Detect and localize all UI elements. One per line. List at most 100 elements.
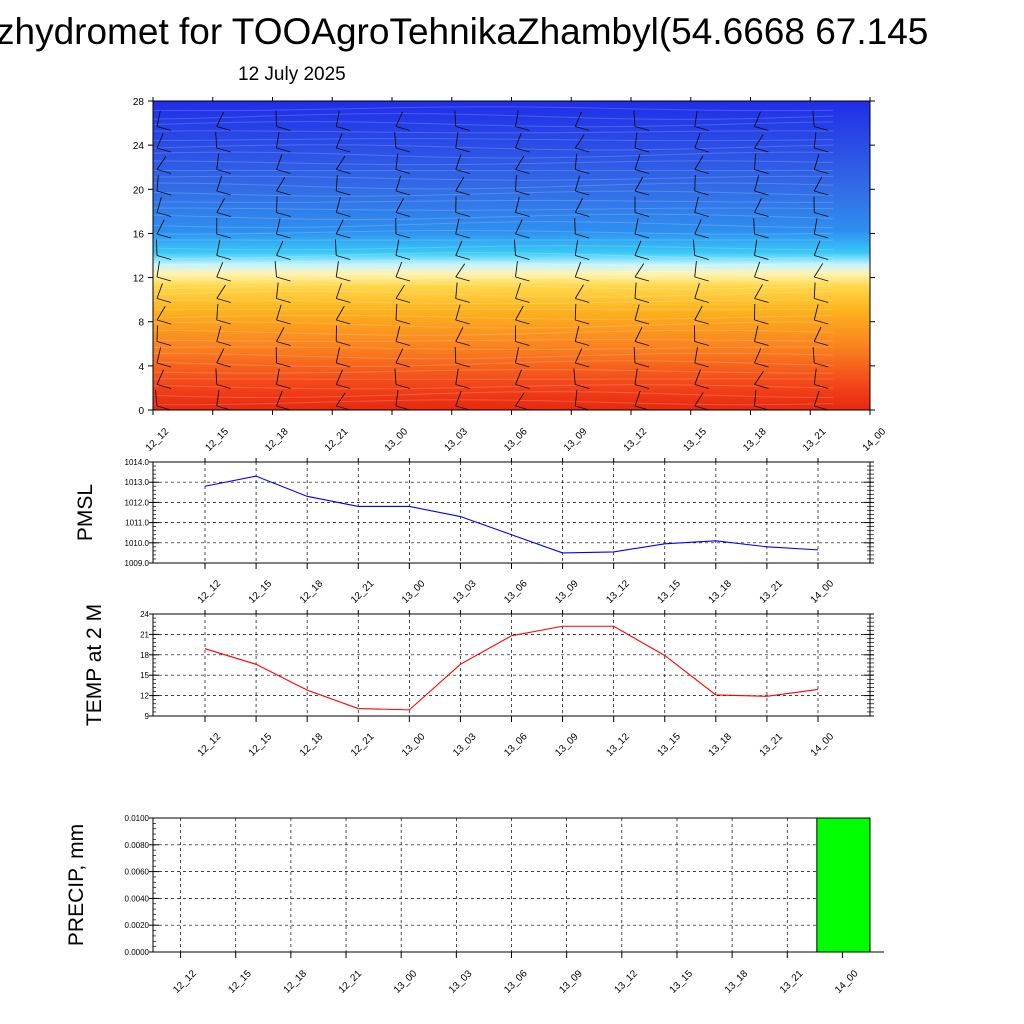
wind-barb (395, 303, 398, 321)
wind-barb-flag (575, 147, 590, 153)
wind-barb-flag (694, 190, 709, 196)
contour-line (152, 352, 834, 360)
y-tick-label: 12 (140, 692, 149, 701)
panel-frame (152, 461, 871, 564)
wind-barb (156, 155, 167, 170)
wind-barb (276, 218, 281, 235)
x-tick-label: 12_12 (196, 731, 224, 759)
wind-barb-flag (694, 319, 709, 325)
wind-barb-flag (754, 384, 769, 389)
wind-barb-flag (634, 190, 650, 196)
wind-barb-flag (515, 319, 530, 325)
wind-barb (515, 110, 519, 127)
y-tick-label: 0.0000 (125, 948, 150, 957)
wind-barb (216, 153, 220, 170)
wind-barb-flag (156, 298, 172, 303)
wind-barb (515, 219, 523, 235)
wind-barb (335, 305, 345, 321)
wind-barb-flag (276, 276, 291, 282)
wind-barb-flag (575, 298, 590, 303)
wind-barb (574, 390, 578, 407)
wind-barb (455, 368, 459, 385)
wind-barb-flag (455, 362, 470, 368)
wind-barb-flag (694, 384, 709, 389)
x-tick-label: 13_15 (681, 426, 709, 454)
x-tick-label: 13_21 (778, 968, 806, 996)
wind-barb (515, 283, 521, 299)
series-line (204, 625, 819, 711)
wind-barb-flag (395, 126, 411, 131)
wind-barb-flag (276, 405, 291, 411)
wind-barb-flag (814, 190, 829, 196)
wind-barb-flag (455, 405, 470, 411)
wind-barb (694, 283, 700, 299)
wind-barb-flag (814, 362, 829, 368)
x-tick-label: 14_00 (809, 578, 837, 606)
wind-barb (813, 176, 823, 192)
contour-line (152, 130, 834, 134)
contour-line (152, 151, 834, 159)
wind-barb (753, 217, 755, 235)
wind-barb-flag (336, 341, 351, 346)
wind-barb (694, 219, 702, 235)
y-tick-label: 1013.0 (125, 478, 150, 487)
wind-barb-flag (575, 212, 590, 217)
wind-barb-flag (634, 298, 650, 303)
x-tick-label: 13_06 (502, 731, 530, 759)
wind-barb-flag (336, 190, 351, 196)
wind-barb-flag (276, 384, 291, 389)
wind-barb-flag (814, 405, 829, 411)
x-tick-label: 12_21 (323, 426, 351, 454)
contour-line (152, 190, 834, 197)
wind-barb (455, 263, 466, 278)
x-tick-label: 13_00 (392, 968, 420, 996)
wind-barb-flag (336, 212, 351, 217)
wind-barb (574, 153, 578, 170)
wind-barb-flag (336, 147, 351, 153)
wind-barb-flag (216, 384, 231, 389)
wind-barb-flag (814, 169, 829, 174)
wind-barb-flag (814, 298, 829, 303)
wind-barb (515, 369, 522, 385)
contour-line (152, 175, 834, 181)
x-tick-label: 12_18 (298, 578, 326, 606)
wind-barb-flag (395, 384, 411, 389)
wind-barb-flag (276, 362, 291, 368)
wind-barb-flag (395, 212, 411, 217)
contour-line (152, 269, 834, 273)
wind-barb-flag (336, 169, 351, 174)
wind-barb (754, 134, 764, 149)
wind-barb-flag (575, 384, 590, 389)
wind-barb (395, 390, 399, 407)
x-tick-label: 14_00 (861, 426, 889, 454)
wind-barb-flag (634, 319, 650, 325)
x-tick-label: 14_00 (833, 968, 861, 996)
contour-line (152, 252, 834, 259)
wind-barb-flag (216, 276, 231, 282)
wind-barb (634, 390, 641, 407)
wind-barb-flag (515, 298, 530, 303)
wind-barb (335, 347, 341, 364)
wind-barb (156, 347, 162, 364)
wind-barb-flag (276, 126, 291, 131)
wind-barb (395, 239, 400, 256)
x-tick-label: 12_15 (247, 731, 275, 759)
contour-line (152, 277, 834, 281)
y-tick-label: 0.0080 (125, 841, 150, 850)
wind-barb (156, 306, 166, 321)
wind-barb (574, 348, 583, 364)
x-tick-label: 12_21 (337, 968, 365, 996)
y-tick-label: 1011.0 (125, 519, 149, 528)
wind-barb (216, 239, 221, 256)
y-axis-label: PMSL (74, 484, 97, 541)
wind-barb-flag (336, 362, 351, 368)
wind-barb (156, 219, 165, 235)
wind-barb-flag (634, 212, 650, 217)
y-tick-label: 0.0100 (125, 814, 150, 823)
contour-line (152, 144, 834, 151)
wind-barb (335, 283, 342, 299)
contour-line (152, 399, 834, 406)
series-line (204, 475, 819, 554)
wind-barb-flag (216, 341, 231, 346)
